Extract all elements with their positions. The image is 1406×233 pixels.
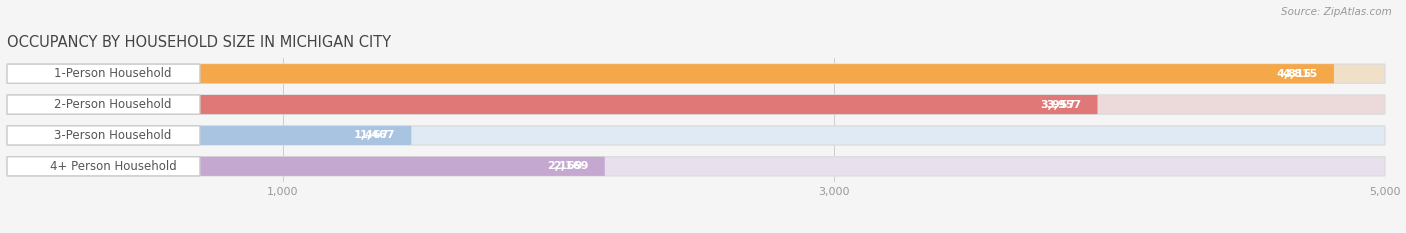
Text: 2-Person Household: 2-Person Household [55, 98, 172, 111]
FancyBboxPatch shape [7, 126, 200, 145]
FancyBboxPatch shape [7, 157, 1385, 176]
FancyBboxPatch shape [7, 126, 1385, 145]
Text: 2,169: 2,169 [547, 161, 582, 171]
Text: 1-Person Household: 1-Person Household [55, 67, 172, 80]
Text: 4+ Person Household: 4+ Person Household [49, 160, 177, 173]
FancyBboxPatch shape [7, 95, 1098, 114]
Text: 4,815: 4,815 [1282, 69, 1317, 79]
Text: OCCUPANCY BY HOUSEHOLD SIZE IN MICHIGAN CITY: OCCUPANCY BY HOUSEHOLD SIZE IN MICHIGAN … [7, 35, 391, 50]
Text: 3,957: 3,957 [1040, 99, 1076, 110]
FancyBboxPatch shape [7, 126, 412, 145]
Text: Source: ZipAtlas.com: Source: ZipAtlas.com [1281, 7, 1392, 17]
Text: 3-Person Household: 3-Person Household [55, 129, 172, 142]
FancyBboxPatch shape [7, 64, 200, 83]
Text: 3,957: 3,957 [1046, 99, 1081, 110]
FancyBboxPatch shape [7, 95, 1385, 114]
FancyBboxPatch shape [7, 95, 200, 114]
Text: 1,467: 1,467 [354, 130, 389, 140]
Text: 1,467: 1,467 [360, 130, 395, 140]
Text: 2,169: 2,169 [553, 161, 588, 171]
FancyBboxPatch shape [7, 64, 1334, 83]
FancyBboxPatch shape [7, 157, 200, 176]
Text: 4,815: 4,815 [1277, 69, 1312, 79]
FancyBboxPatch shape [7, 157, 605, 176]
FancyBboxPatch shape [7, 64, 1385, 83]
